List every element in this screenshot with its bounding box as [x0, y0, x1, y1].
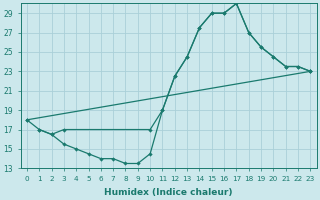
X-axis label: Humidex (Indice chaleur): Humidex (Indice chaleur) [104, 188, 233, 197]
